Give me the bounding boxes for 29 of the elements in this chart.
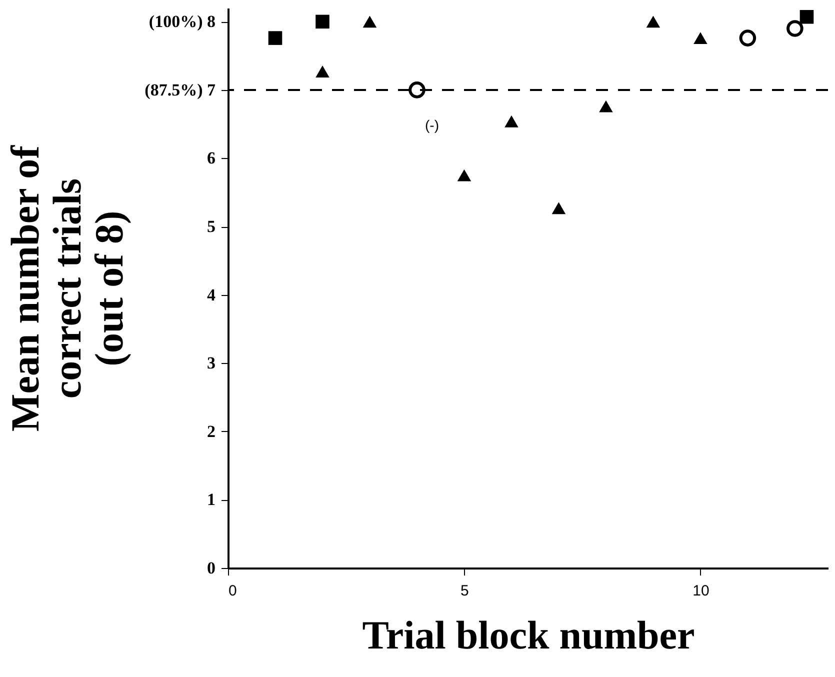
y-tick-label: 1 <box>207 490 216 510</box>
x-tick-label: 10 <box>692 582 710 600</box>
y-tick-label: 5 <box>207 217 216 236</box>
x-tick-label: 5 <box>460 582 469 600</box>
y-tick-label: 0 <box>207 558 216 578</box>
y-tick-label: 6 <box>207 148 216 168</box>
annotation: (-) <box>425 117 439 133</box>
point <box>739 30 756 46</box>
point <box>362 16 377 28</box>
point <box>504 115 518 128</box>
point <box>646 16 660 28</box>
y-tick-label: 4 <box>207 285 216 304</box>
y-axis-title: Mean number of correct trials (out of 8) <box>2 144 132 432</box>
point <box>800 10 814 24</box>
point <box>552 202 566 214</box>
y-tick-label: 3 <box>207 354 216 373</box>
point <box>408 82 426 98</box>
point <box>786 20 804 37</box>
point <box>694 32 708 44</box>
point <box>268 31 282 45</box>
y-tick-label: 2 <box>207 422 216 441</box>
point <box>457 169 472 182</box>
x-tick-label: 0 <box>228 582 237 600</box>
point <box>316 14 330 29</box>
x-axis-title: Trial block number <box>362 612 695 658</box>
y-tick-label: (87.5%) 7 <box>144 80 216 100</box>
point <box>316 66 330 78</box>
point <box>599 100 613 112</box>
y-tick-label: (100%) 8 <box>148 12 216 32</box>
